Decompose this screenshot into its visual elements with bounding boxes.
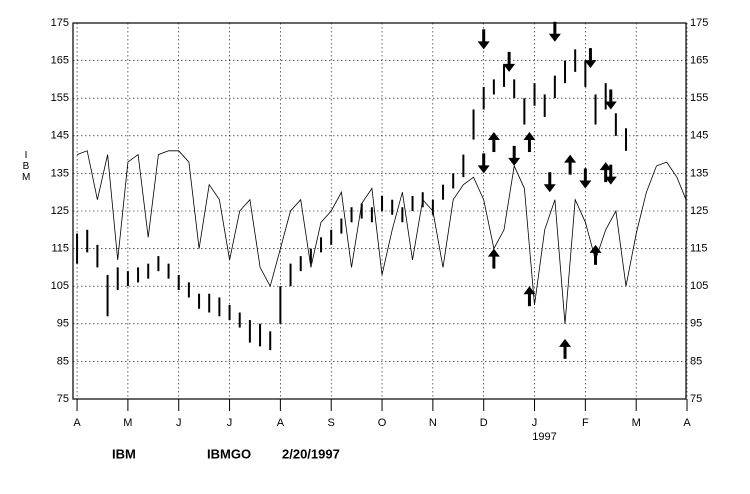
y2-tick-label: 95 [690,318,702,330]
y2-tick-label: 145 [690,130,708,142]
arrow [548,21,561,42]
x-tick-label: J [176,417,182,429]
x-tick-label: M [632,417,641,429]
footer-date: 2/20/1997 [282,446,340,461]
arrow [584,48,597,69]
y2-tick-label: 85 [690,355,702,367]
x-tick-label: M [123,417,132,429]
arrow [477,29,490,50]
y-tick-label: 175 [51,17,69,29]
x-tick-label: A [73,417,81,429]
x-tick-label: F [582,417,589,429]
y-tick-label: 75 [57,393,69,405]
arrow [589,244,602,265]
y2-tick-label: 115 [690,243,708,255]
arrow [559,338,572,359]
x-tick-label: O [378,417,387,429]
arrow [543,172,556,193]
arrow [523,286,536,307]
arrow [579,168,592,189]
x-tick-label: J [532,417,538,429]
y-tick-label: 125 [51,205,69,217]
y-tick-label: 115 [51,243,69,255]
x-tick-label: J [227,417,233,429]
y-tick-label: 145 [51,130,69,142]
y-tick-label: 165 [51,55,69,67]
y-tick-label: 105 [51,280,69,292]
arrow [564,154,577,175]
y-axis-label: IBM [22,150,31,183]
y2-tick-label: 125 [690,205,708,217]
oscillator-line [76,150,687,324]
footer-code: IBMGO [207,446,251,461]
arrow [487,132,500,153]
arrow [599,162,612,183]
y2-tick-label: 105 [690,280,708,292]
year-label: 1997 [532,431,556,443]
footer-symbol: IBM [112,446,136,461]
arrow [523,132,536,153]
arrow [604,89,617,110]
x-tick-label: N [429,417,437,429]
arrow [508,145,521,166]
arrow [477,153,490,174]
x-tick-label: S [328,417,335,429]
y-tick-label: 95 [57,318,69,330]
y-tick-label: 85 [57,355,69,367]
y2-tick-label: 175 [690,17,708,29]
arrow [604,164,617,185]
y-tick-label: 135 [51,167,69,179]
x-tick-label: A [277,417,285,429]
y-tick-label: 155 [51,92,69,104]
arrow [503,51,516,72]
y2-tick-label: 165 [690,55,708,67]
x-tick-label: A [683,417,691,429]
y2-tick-label: 75 [690,393,702,405]
y2-tick-label: 155 [690,92,708,104]
y2-tick-label: 135 [690,167,708,179]
arrow [487,248,500,269]
x-tick-label: D [480,417,488,429]
